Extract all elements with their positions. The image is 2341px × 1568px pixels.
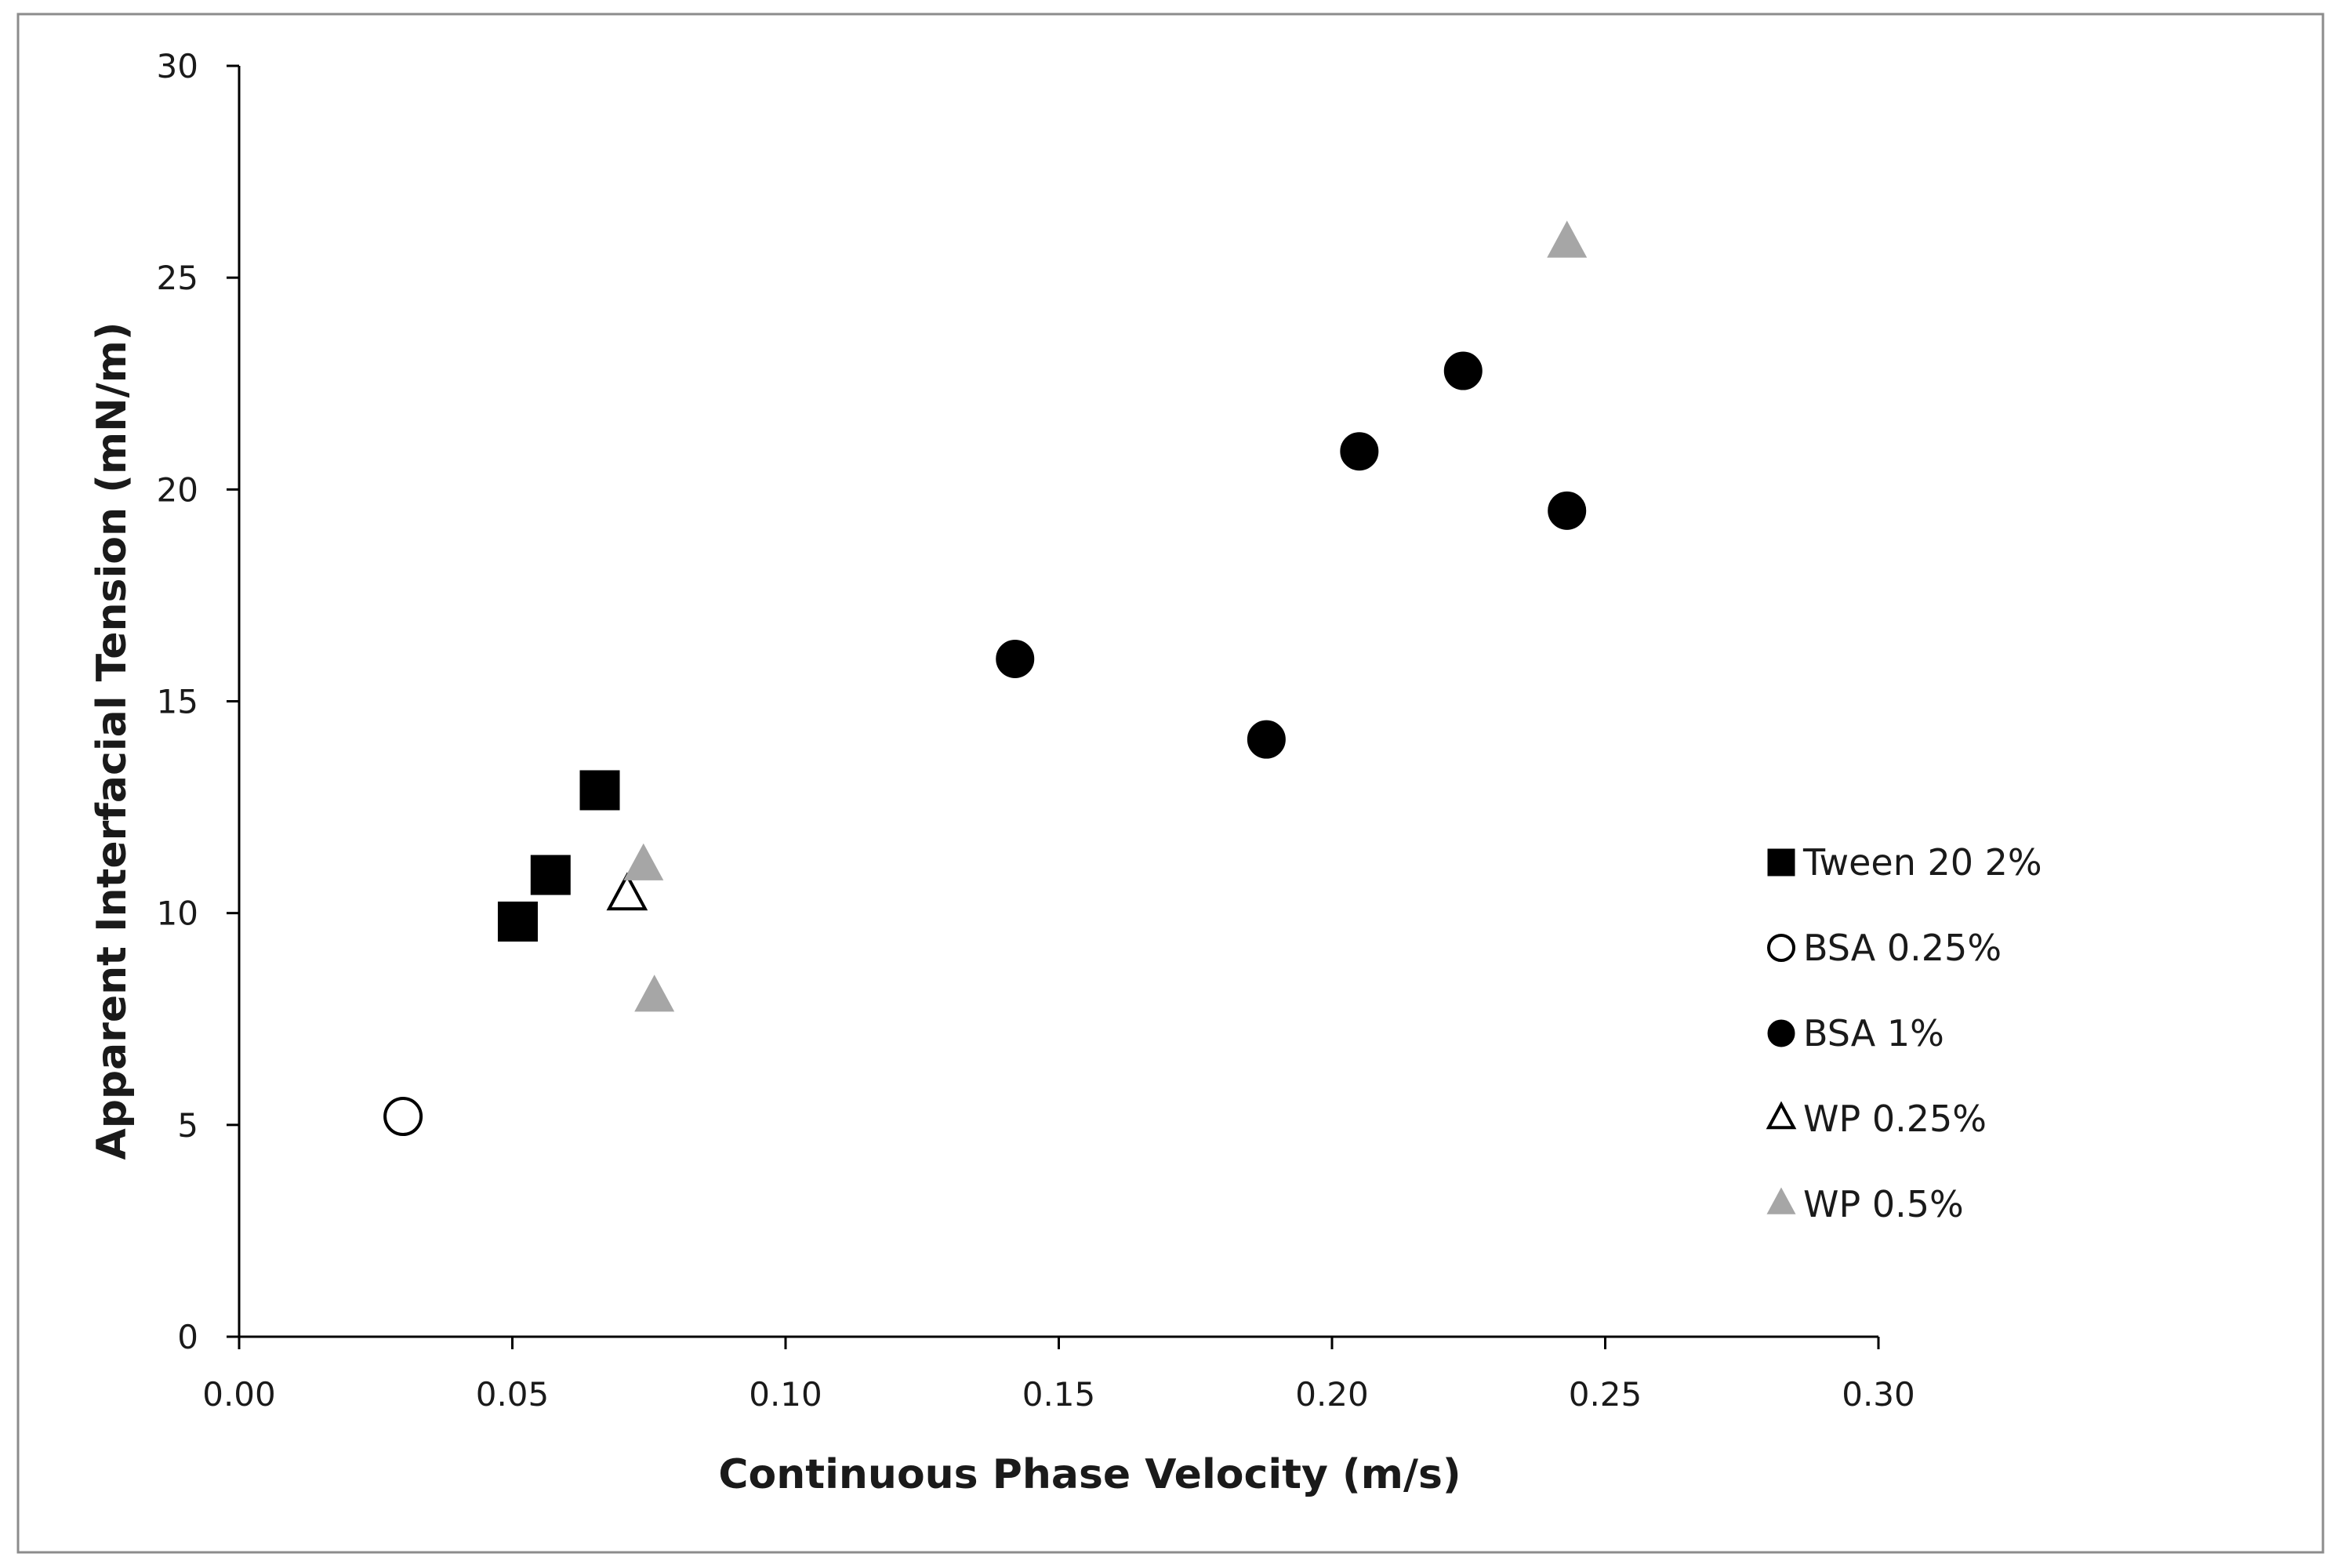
legend-marker-bsa-0-25 [1767,934,1795,962]
x-tick-label: 0.05 [476,1375,550,1414]
data-point-bsa-1 [1548,491,1587,530]
y-tick-label: 5 [177,1106,198,1145]
legend-label-bsa-0-25: BSA 0.25% [1803,927,2002,969]
legend-marker-wp-0-5 [1766,1187,1796,1214]
legend-label-bsa-1: BSA 1% [1803,1012,1944,1054]
y-tick-label: 20 [157,470,198,509]
legend-label-wp-0-25: WP 0.25% [1803,1098,1987,1140]
x-tick-label: 0.15 [1022,1375,1096,1414]
x-tick-label: 0.30 [1842,1375,1915,1414]
y-tick-label: 30 [157,47,198,85]
legend-marker-wp-0-25 [1766,1101,1797,1130]
legend-marker-bsa-1 [1767,1019,1795,1047]
data-point-bsa-1 [1340,432,1379,471]
data-point-wp-0-5 [634,975,675,1012]
x-tick-label: 0.20 [1295,1375,1369,1414]
data-point-tween-20-2 [579,770,620,811]
chart-frame [16,13,2325,1554]
data-point-wp-0-5 [623,843,664,880]
x-tick-label: 0.25 [1569,1375,1642,1414]
data-point-bsa-1 [1247,720,1286,759]
x-axis-title: Continuous Phase Velocity (m/s) [718,1451,1461,1498]
y-tick-label: 25 [157,259,198,297]
x-tick-label: 0.10 [749,1375,822,1414]
data-point-bsa-1 [996,639,1035,678]
y-tick-label: 0 [177,1318,198,1356]
legend-label-wp-0-5: WP 0.5% [1803,1183,1964,1225]
data-point-bsa-1 [1443,351,1483,390]
data-point-wp-0-5 [1547,220,1588,258]
legend-marker-tween-20-2 [1767,848,1795,877]
y-tick-label: 15 [157,683,198,721]
data-point-tween-20-2 [530,855,571,895]
y-axis-title: Apparent Interfacial Tension (mN/m) [89,321,136,1160]
data-point-wp-0-25 [606,872,648,911]
y-tick-label: 10 [157,895,198,933]
data-point-tween-20-2 [497,901,538,942]
legend-label-tween-20-2: Tween 20 2% [1802,841,2042,884]
x-tick-label: 0.00 [202,1375,276,1414]
data-point-bsa-0-25 [383,1097,423,1137]
